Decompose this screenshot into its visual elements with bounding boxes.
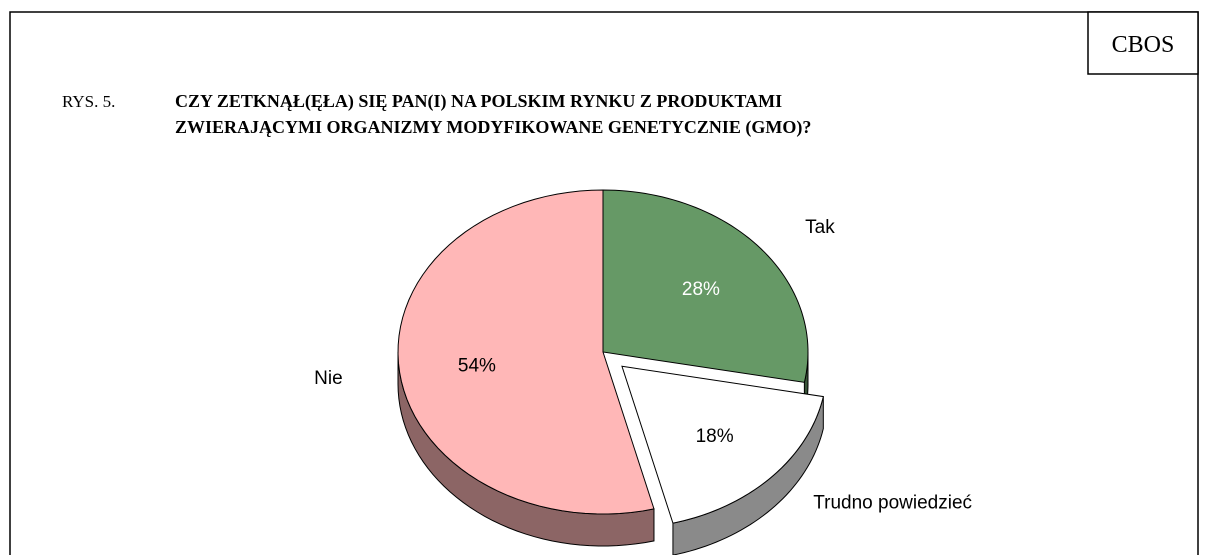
slice xyxy=(397,189,655,515)
value-label: 28% xyxy=(682,279,720,300)
slice xyxy=(621,365,824,524)
slice xyxy=(602,189,809,383)
chart-title: CZY ZETKNĄŁ(ĘŁA) SIĘ PAN(I) NA POLSKIM R… xyxy=(175,91,782,112)
value-label: 18% xyxy=(696,426,734,447)
value-label: 54% xyxy=(458,356,496,377)
category-label: Nie xyxy=(314,368,343,389)
figure-label: RYS. 5. xyxy=(62,92,115,111)
category-label: Trudno powiedzieć xyxy=(813,493,972,514)
brand-box xyxy=(1087,11,1199,75)
brand: CBOS xyxy=(1112,32,1175,58)
chart-title: ZWIERAJĄCYMI ORGANIZMY MODYFIKOWANE GENE… xyxy=(175,117,811,138)
category-label: Tak xyxy=(805,217,835,238)
